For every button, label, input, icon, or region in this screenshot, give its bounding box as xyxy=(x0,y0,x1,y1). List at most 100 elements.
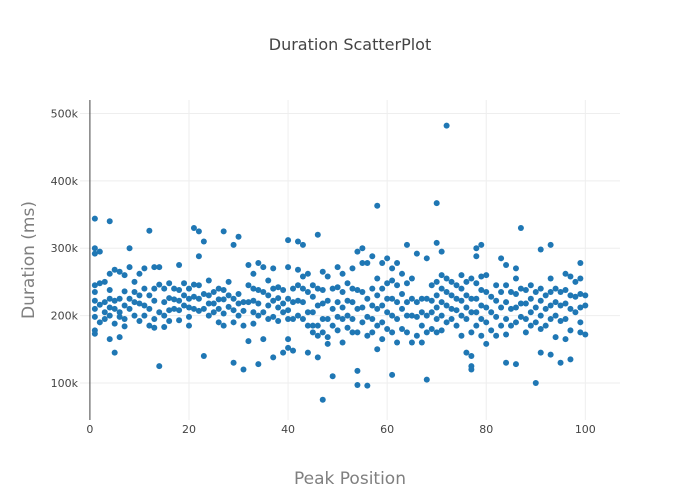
data-point[interactable] xyxy=(517,300,524,307)
data-point[interactable] xyxy=(418,295,425,302)
data-point[interactable] xyxy=(230,319,237,326)
data-point[interactable] xyxy=(299,315,306,322)
data-point[interactable] xyxy=(369,285,376,292)
data-point[interactable] xyxy=(285,315,292,322)
data-point[interactable] xyxy=(265,277,272,284)
data-point[interactable] xyxy=(577,291,584,298)
data-point[interactable] xyxy=(458,332,465,339)
data-point[interactable] xyxy=(463,349,470,356)
data-point[interactable] xyxy=(512,291,519,298)
data-point[interactable] xyxy=(309,322,316,329)
data-point[interactable] xyxy=(458,272,465,279)
data-point[interactable] xyxy=(161,299,168,306)
data-point[interactable] xyxy=(106,336,113,343)
data-point[interactable] xyxy=(364,260,371,267)
data-point[interactable] xyxy=(285,307,292,314)
data-point[interactable] xyxy=(200,291,207,298)
data-point[interactable] xyxy=(101,309,108,316)
data-point[interactable] xyxy=(290,285,297,292)
data-point[interactable] xyxy=(205,292,212,299)
data-point[interactable] xyxy=(121,288,128,295)
data-point[interactable] xyxy=(473,295,480,302)
data-point[interactable] xyxy=(542,305,549,312)
data-point[interactable] xyxy=(195,253,202,260)
data-point[interactable] xyxy=(190,281,197,288)
data-point[interactable] xyxy=(438,312,445,319)
data-point[interactable] xyxy=(483,272,490,279)
data-point[interactable] xyxy=(399,270,406,277)
data-point[interactable] xyxy=(111,305,118,312)
data-point[interactable] xyxy=(91,297,98,304)
data-point[interactable] xyxy=(116,334,123,341)
data-point[interactable] xyxy=(116,295,123,302)
data-point[interactable] xyxy=(106,304,113,311)
data-point[interactable] xyxy=(517,313,524,320)
data-point[interactable] xyxy=(126,264,133,271)
data-point[interactable] xyxy=(250,309,257,316)
data-point[interactable] xyxy=(577,275,584,282)
data-point[interactable] xyxy=(567,305,574,312)
data-point[interactable] xyxy=(294,297,301,304)
data-point[interactable] xyxy=(443,302,450,309)
data-point[interactable] xyxy=(260,289,267,295)
data-point[interactable] xyxy=(458,297,465,304)
data-point[interactable] xyxy=(220,296,227,303)
data-point[interactable] xyxy=(438,248,445,255)
data-point[interactable] xyxy=(428,297,435,304)
data-point[interactable] xyxy=(141,265,148,272)
data-point[interactable] xyxy=(349,315,356,322)
data-point[interactable] xyxy=(309,309,316,316)
data-point[interactable] xyxy=(478,286,485,293)
data-point[interactable] xyxy=(255,286,262,293)
data-point[interactable] xyxy=(458,312,465,319)
data-point[interactable] xyxy=(552,299,559,306)
data-point[interactable] xyxy=(260,264,267,271)
data-point[interactable] xyxy=(106,270,113,277)
data-point[interactable] xyxy=(423,329,430,336)
data-point[interactable] xyxy=(403,329,410,336)
data-point[interactable] xyxy=(116,309,123,316)
data-point[interactable] xyxy=(394,282,401,289)
data-point[interactable] xyxy=(111,349,118,356)
data-point[interactable] xyxy=(270,313,277,320)
data-point[interactable] xyxy=(171,296,178,303)
data-point[interactable] xyxy=(190,293,197,300)
data-point[interactable] xyxy=(577,304,584,311)
data-point[interactable] xyxy=(488,309,495,316)
data-point[interactable] xyxy=(359,260,366,267)
data-point[interactable] xyxy=(389,329,396,336)
data-point[interactable] xyxy=(522,315,529,322)
data-point[interactable] xyxy=(532,379,539,386)
data-point[interactable] xyxy=(304,270,311,277)
data-point[interactable] xyxy=(433,292,440,299)
data-point[interactable] xyxy=(101,315,108,322)
data-point[interactable] xyxy=(463,278,470,285)
data-point[interactable] xyxy=(517,225,524,231)
data-point[interactable] xyxy=(389,312,396,319)
data-point[interactable] xyxy=(106,295,113,302)
data-point[interactable] xyxy=(542,322,549,329)
data-point[interactable] xyxy=(324,297,331,304)
data-point[interactable] xyxy=(200,305,207,312)
data-point[interactable] xyxy=(225,278,232,285)
data-point[interactable] xyxy=(354,367,361,374)
data-point[interactable] xyxy=(448,315,455,322)
data-point[interactable] xyxy=(265,315,272,322)
data-point[interactable] xyxy=(478,241,485,248)
data-point[interactable] xyxy=(151,285,158,292)
data-point[interactable] xyxy=(394,315,401,322)
data-point[interactable] xyxy=(483,340,490,347)
data-point[interactable] xyxy=(364,332,371,339)
data-point[interactable] xyxy=(567,356,574,363)
data-point[interactable] xyxy=(240,366,247,373)
data-point[interactable] xyxy=(359,319,366,326)
data-point[interactable] xyxy=(339,304,346,311)
data-point[interactable] xyxy=(195,295,202,302)
data-point[interactable] xyxy=(503,315,510,322)
data-point[interactable] xyxy=(215,296,222,303)
data-point[interactable] xyxy=(101,278,108,285)
data-point[interactable] xyxy=(408,275,415,282)
data-point[interactable] xyxy=(230,295,237,302)
data-point[interactable] xyxy=(131,312,138,319)
data-point[interactable] xyxy=(384,326,391,333)
